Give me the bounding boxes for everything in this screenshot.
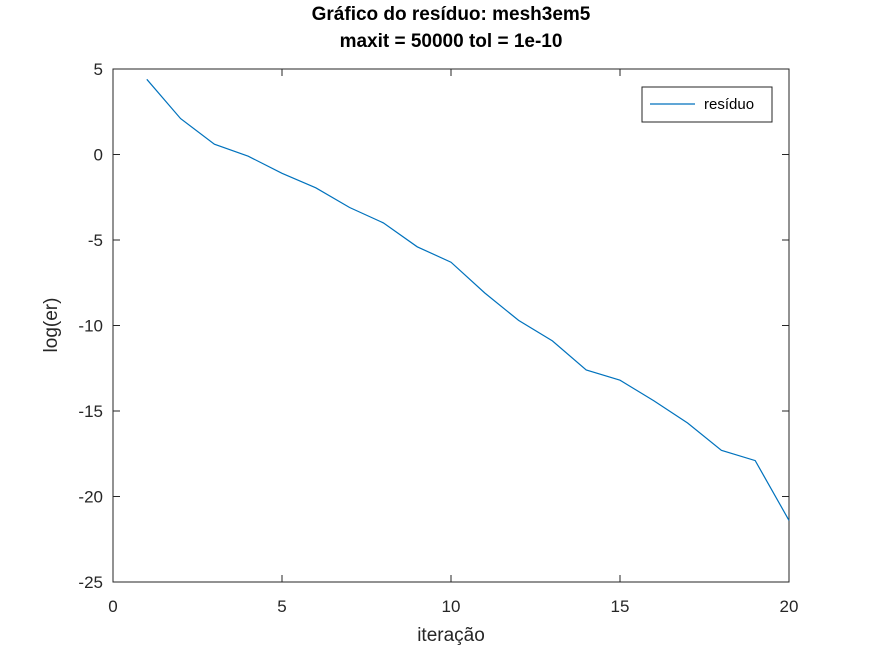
x-axis-label: iteração — [417, 625, 485, 646]
y-axis-ticks: 5 0 -5 -10 -15 -20 -25 — [78, 60, 789, 592]
series-line-residuo — [146, 78, 790, 521]
x-tick-label: 0 — [108, 597, 117, 616]
legend: resíduo — [641, 86, 773, 123]
y-tick-label: -5 — [88, 231, 103, 250]
x-tick-label: 10 — [442, 597, 461, 616]
x-tick-label: 20 — [780, 597, 799, 616]
y-tick-label: 5 — [94, 60, 103, 79]
x-tick-label: 5 — [277, 597, 286, 616]
chart-title-line-1: Gráfico do resíduo: mesh3em5 — [312, 4, 591, 25]
x-tick-label: 15 — [611, 597, 630, 616]
y-tick-label: 0 — [94, 146, 103, 165]
y-axis-label: log(er) — [41, 298, 62, 353]
x-axis-ticks: 0 5 10 15 20 — [108, 69, 798, 616]
chart-title: Gráfico do resíduo: mesh3em5 maxit = 500… — [312, 4, 591, 52]
chart-title-line-2: maxit = 50000 tol = 1e-10 — [340, 31, 563, 52]
y-tick-label: -25 — [78, 573, 103, 592]
legend-label-residuo: resíduo — [704, 96, 754, 113]
y-tick-label: -20 — [78, 488, 103, 507]
y-tick-label: -10 — [78, 317, 103, 336]
y-tick-label: -15 — [78, 402, 103, 421]
plot-area — [112, 68, 790, 583]
